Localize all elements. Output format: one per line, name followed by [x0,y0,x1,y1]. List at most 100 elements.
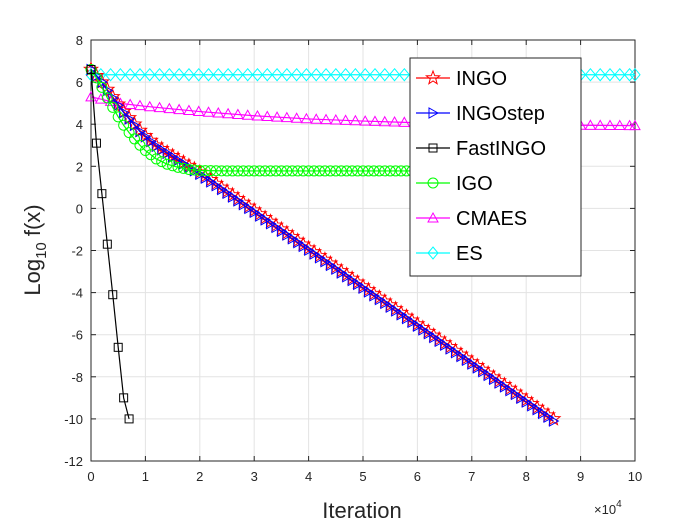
series-marker-es [623,67,636,82]
series-marker-ingostep [271,221,282,234]
series-marker-ingostep [434,335,446,348]
series-marker-ingostep [206,176,217,188]
series-marker-igo [330,165,342,177]
series-marker-ingostep [325,259,337,272]
series-marker-cmaes [222,107,234,119]
series-marker-fastingo [124,414,134,424]
series-marker-igo [292,165,304,177]
series-marker-es [124,67,136,82]
legend-item: ES [416,243,483,265]
series-marker-ingostep [527,399,538,412]
series-marker-fastingo [119,393,129,403]
x-tick-label: 7 [468,469,475,484]
series-fastingo [86,64,134,424]
y-axis-label-subscript: 10 [33,242,50,259]
series-marker-ingo [104,88,121,104]
series-marker-igo [183,163,195,175]
series-marker-cmaes [604,119,616,130]
series-marker-ingostep [97,76,108,88]
series-marker-igo [177,162,189,174]
series-marker-ingostep [347,274,359,287]
x-axis-multiplier-base: ×10 [594,502,616,517]
series-marker-ingostep [391,305,402,317]
x-tick-label: 1 [142,469,149,484]
series-marker-cmaes [349,114,362,126]
series-line-fastingo [90,69,130,420]
series-marker-ingostep [369,289,380,302]
series-marker-igo [216,165,228,177]
series-marker-ingostep [478,365,489,378]
legend-label: INGOstep [456,103,545,125]
series-marker-ingostep [407,316,418,329]
series-marker-fastingo [102,239,112,249]
series-marker-igo [297,165,309,177]
series-marker-ingostep [494,377,506,389]
series-marker-ingostep [358,282,370,295]
series-marker-ingostep [461,354,473,367]
y-tick-label: -10 [64,412,83,427]
series-marker-igo [248,165,260,177]
legend-label: ES [456,243,483,265]
series-marker-igo [167,160,179,172]
series-marker-es [320,67,332,82]
series-marker-igo [275,165,287,177]
series-marker-es [271,67,283,82]
series-marker-igo [226,165,238,177]
series-marker-igo [129,133,141,145]
series-marker-igo [346,165,358,177]
x-tick-label: 9 [577,469,584,484]
series-marker-es [349,67,362,82]
series-marker-ingostep [456,350,467,363]
series-marker-ingostep [412,320,424,332]
series-marker-ingostep [227,191,239,203]
series-marker-ingostep [440,339,451,351]
series-marker-ingostep [336,267,348,279]
series-marker-cmaes [202,106,215,117]
series-marker-es [134,67,146,82]
y-tick-label: -2 [71,244,83,259]
series-marker-ingostep [217,183,228,196]
series-marker-es [629,67,641,82]
series-marker-igo [205,165,217,177]
legend-item: FastINGO [416,138,546,160]
x-tick-label: 0 [87,469,94,484]
x-tick-label: 3 [251,469,258,484]
series-marker-cmaes [584,119,597,130]
series-marker-ingostep [113,99,125,112]
series-marker-cmaes [329,113,342,125]
series-marker-es [173,67,185,82]
series-marker-igo [232,165,244,177]
series-marker-cmaes [134,99,146,111]
series-marker-es [153,67,166,82]
series-marker-ingostep [445,343,457,355]
legend-item: INGO [416,68,507,90]
series-marker-igo [188,164,200,176]
series-marker-igo [96,81,108,93]
series-marker-cmaes [153,101,166,113]
x-axis-multiplier-exponent: 4 [616,499,622,510]
legend-marker [428,107,440,119]
series-marker-es [300,67,313,82]
legend-item: IGO [416,173,493,195]
series-marker-ingostep [472,362,484,374]
series-marker-cmaes [388,115,401,127]
series-marker-ingostep [505,384,516,397]
series-marker-ingostep [157,143,168,156]
series-marker-cmaes [271,111,283,122]
series-marker-cmaes [339,114,352,125]
series-marker-cmaes [241,109,254,120]
series-marker-ingostep [467,358,478,370]
series-marker-igo [194,165,206,177]
series-marker-igo [156,156,168,168]
series-marker-fastingo [108,290,118,300]
series-marker-es [339,67,352,82]
series-marker-igo [357,165,369,177]
legend-label: CMAES [456,208,527,230]
series-marker-ingostep [233,195,244,207]
series-marker-ingostep [314,251,326,264]
series-marker-es [281,67,293,82]
series-marker-ingostep [266,217,277,230]
series-marker-es [251,67,264,82]
series-marker-ingostep [287,232,299,245]
